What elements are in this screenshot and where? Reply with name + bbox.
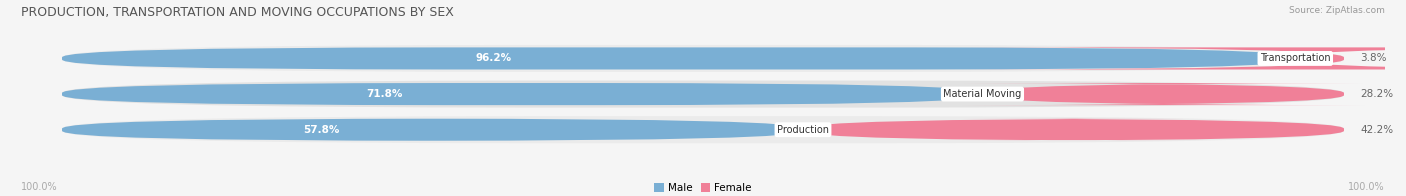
- FancyBboxPatch shape: [62, 83, 983, 105]
- Text: Source: ZipAtlas.com: Source: ZipAtlas.com: [1289, 6, 1385, 15]
- FancyBboxPatch shape: [962, 83, 1364, 105]
- Text: 100.0%: 100.0%: [1348, 182, 1385, 192]
- Text: Production: Production: [778, 125, 830, 135]
- Text: Transportation: Transportation: [1260, 54, 1330, 64]
- Legend: Male, Female: Male, Female: [650, 179, 756, 196]
- FancyBboxPatch shape: [62, 119, 803, 141]
- Text: 100.0%: 100.0%: [21, 182, 58, 192]
- Text: 71.8%: 71.8%: [366, 89, 402, 99]
- FancyBboxPatch shape: [62, 81, 1344, 108]
- Text: PRODUCTION, TRANSPORTATION AND MOVING OCCUPATIONS BY SEX: PRODUCTION, TRANSPORTATION AND MOVING OC…: [21, 6, 454, 19]
- Text: 3.8%: 3.8%: [1361, 54, 1386, 64]
- FancyBboxPatch shape: [803, 119, 1344, 141]
- FancyBboxPatch shape: [62, 116, 1344, 143]
- FancyBboxPatch shape: [62, 45, 1344, 72]
- Text: 42.2%: 42.2%: [1361, 125, 1393, 135]
- FancyBboxPatch shape: [62, 47, 1295, 70]
- Text: 28.2%: 28.2%: [1361, 89, 1393, 99]
- FancyBboxPatch shape: [962, 47, 1406, 70]
- Text: 96.2%: 96.2%: [475, 54, 512, 64]
- Text: Material Moving: Material Moving: [943, 89, 1022, 99]
- Text: 57.8%: 57.8%: [304, 125, 339, 135]
